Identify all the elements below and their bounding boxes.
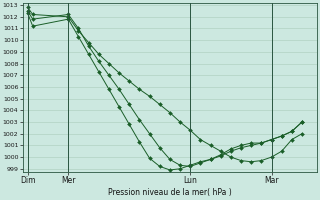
- X-axis label: Pression niveau de la mer( hPa ): Pression niveau de la mer( hPa ): [108, 188, 232, 197]
